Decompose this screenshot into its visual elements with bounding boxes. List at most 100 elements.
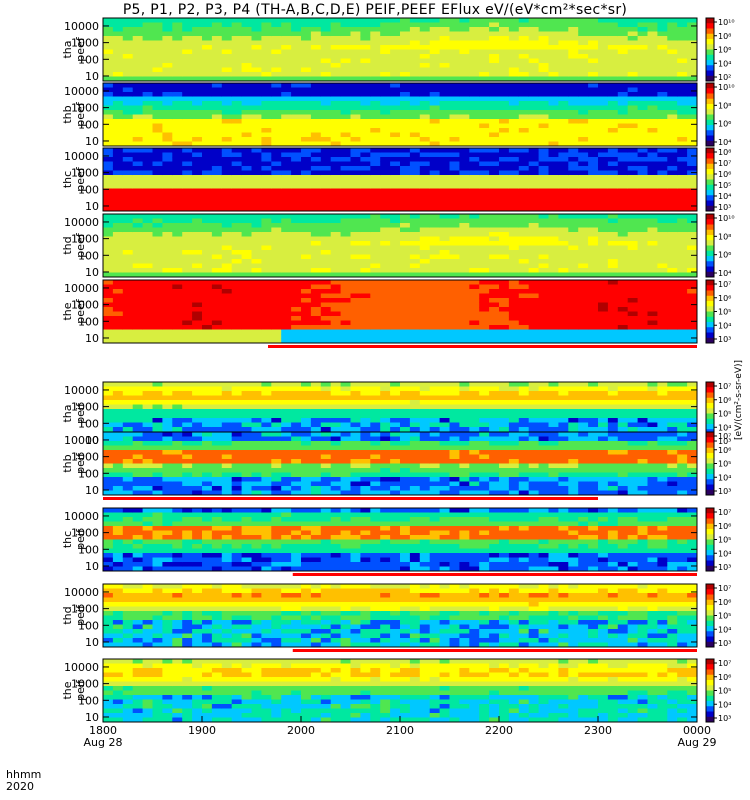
heatmap-cell [231, 40, 242, 46]
colorbar-segment [706, 31, 714, 35]
heatmap-cell [409, 316, 421, 321]
heatmap-cell [429, 272, 440, 278]
heatmap-cell [112, 298, 124, 303]
heatmap-cell [409, 36, 421, 41]
colorbar-segment [706, 187, 714, 191]
heatmap-cell [112, 325, 124, 330]
heatmap-cell [578, 22, 589, 28]
heatmap-cell [241, 157, 252, 162]
heatmap-cell [132, 307, 143, 312]
heatmap-cell [400, 206, 411, 212]
heatmap-cell [499, 259, 510, 264]
heatmap-cell [429, 241, 440, 246]
colorbar-tick-label: 10⁴ [718, 192, 731, 201]
heatmap-cell [192, 18, 203, 23]
heatmap-cell [667, 92, 678, 97]
heatmap-cell [548, 101, 559, 106]
heatmap-cell [142, 166, 153, 171]
heatmap-cell [231, 338, 242, 344]
heatmap-cell [271, 259, 282, 264]
heatmap-cell [558, 22, 569, 28]
heatmap-cell [301, 152, 312, 158]
heatmap-cell [370, 338, 381, 344]
heatmap-cell [489, 40, 500, 46]
heatmap-cell [518, 236, 530, 242]
colorbar-segment [706, 245, 714, 249]
heatmap-cell [627, 119, 638, 124]
heatmap-cell [459, 175, 470, 180]
heatmap-cell [390, 148, 401, 153]
colorbar-segment [706, 197, 714, 202]
heatmap-cell [390, 175, 401, 180]
heatmap-cell [568, 268, 579, 273]
heatmap-cell [380, 132, 391, 138]
heatmap-cell [360, 413, 371, 419]
heatmap-cell [588, 170, 599, 176]
heatmap-cell [360, 289, 371, 294]
heatmap-cell [548, 148, 559, 153]
heatmap-cell [271, 241, 282, 246]
heatmap-cell [568, 18, 579, 23]
heatmap-cell [518, 76, 530, 82]
heatmap-cell [261, 320, 272, 326]
heatmap-cell [310, 188, 322, 194]
heatmap-cell [508, 101, 520, 106]
heatmap-cell [637, 263, 648, 269]
heatmap-cell [677, 184, 688, 189]
heatmap-cell [409, 307, 421, 312]
heatmap-cell [617, 280, 629, 285]
heatmap-cell [489, 170, 500, 176]
heatmap-cell [588, 72, 599, 77]
heatmap-cell [162, 105, 173, 111]
colorbar-segment [706, 39, 714, 43]
heatmap-cell [162, 110, 173, 115]
heatmap-cell [162, 263, 173, 269]
heatmap-cell [340, 101, 351, 106]
heatmap-cell [627, 320, 638, 326]
heatmap-cell [400, 338, 411, 344]
heatmap-cell [479, 58, 490, 64]
heatmap-cell [202, 119, 213, 124]
heatmap-cell [330, 386, 341, 392]
heatmap-cell [558, 40, 569, 46]
heatmap-cell [518, 227, 530, 233]
heatmap-cell [439, 184, 450, 189]
heatmap-cell [350, 334, 361, 339]
heatmap-cell [360, 114, 371, 120]
heatmap-cell [489, 161, 500, 167]
heatmap-cell [499, 329, 510, 335]
heatmap-cell [202, 114, 213, 120]
colorbar-segment [706, 182, 714, 186]
heatmap-cell [271, 22, 282, 28]
heatmap-cell [518, 289, 530, 294]
heatmap-cell [449, 132, 460, 138]
heatmap-cell [607, 137, 619, 142]
heatmap-cell [330, 141, 341, 147]
heatmap-cell [538, 223, 549, 228]
heatmap-cell [251, 202, 262, 207]
heatmap-cell [667, 36, 678, 41]
heatmap-cell [508, 329, 520, 335]
heatmap-cell [172, 409, 183, 414]
heatmap-cell [251, 49, 262, 55]
heatmap-cell [330, 87, 341, 93]
heatmap-cell [380, 76, 391, 82]
heatmap-cell [548, 272, 559, 278]
heatmap-cell [281, 101, 292, 106]
heatmap-cell [360, 63, 371, 68]
heatmap-cell [627, 22, 638, 28]
heatmap-cell [192, 325, 203, 330]
y-tick-label: 10000 [64, 216, 99, 229]
heatmap-cell [211, 137, 223, 142]
heatmap-cell [370, 123, 381, 129]
heatmap-cell [439, 18, 450, 23]
heatmap-cell [459, 40, 470, 46]
heatmap-cell [409, 223, 421, 228]
heatmap-cell [627, 170, 638, 176]
heatmap-cell [202, 36, 213, 41]
heatmap-cell [390, 232, 401, 237]
heatmap-cell [558, 110, 569, 115]
heatmap-cell [508, 289, 520, 294]
heatmap-cell [489, 105, 500, 111]
heatmap-cell [449, 170, 460, 176]
